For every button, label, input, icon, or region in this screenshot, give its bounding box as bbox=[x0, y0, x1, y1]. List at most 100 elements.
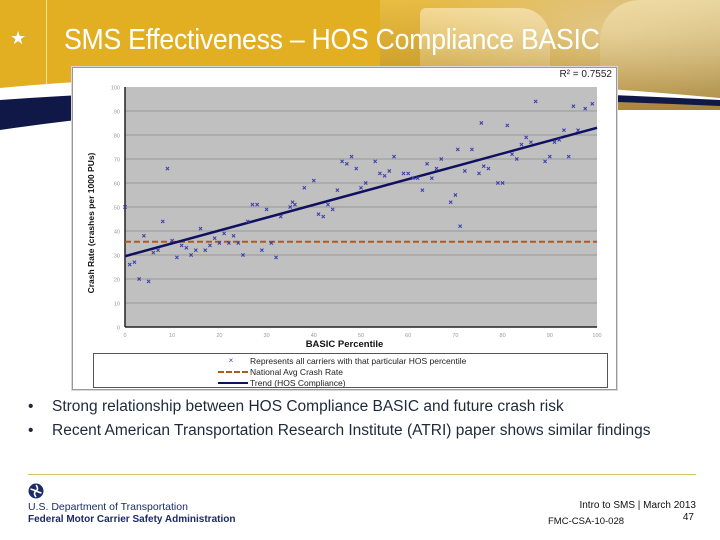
data-point-marker bbox=[543, 159, 548, 164]
y-tick-label: 50 bbox=[114, 206, 120, 212]
data-point-marker bbox=[127, 262, 132, 267]
y-tick-label: 60 bbox=[114, 182, 120, 188]
x-tick-label: 70 bbox=[452, 333, 458, 338]
data-point-marker bbox=[576, 128, 581, 133]
data-point-marker bbox=[382, 173, 387, 178]
data-point-marker bbox=[269, 241, 274, 245]
chart-container: 0 10 20 30 40 50 60 70 80 90 100 0 10 20 30 40 50 60 70 80 9… bbox=[72, 67, 617, 390]
data-point-marker bbox=[321, 214, 326, 219]
x-tick-label: 90 bbox=[547, 333, 553, 338]
data-point-marker bbox=[255, 202, 260, 207]
x-tick-label: 100 bbox=[592, 333, 601, 338]
data-point-marker bbox=[439, 157, 444, 161]
page-number: 47 bbox=[682, 512, 694, 523]
data-point-marker bbox=[123, 205, 127, 209]
data-point-marker bbox=[316, 212, 321, 217]
x-tick-label: 30 bbox=[264, 333, 270, 338]
legend-label: National Avg Crash Rate bbox=[250, 366, 343, 377]
data-point-marker bbox=[453, 193, 458, 197]
data-point-marker bbox=[510, 152, 514, 157]
data-point-marker bbox=[203, 248, 208, 253]
data-point-marker bbox=[479, 121, 484, 125]
x-tick-label: 20 bbox=[216, 333, 222, 338]
data-point-marker bbox=[557, 137, 562, 142]
y-tick-label: 40 bbox=[114, 230, 120, 236]
data-point-marker bbox=[137, 277, 142, 281]
y-tick-label: 10 bbox=[114, 302, 120, 308]
y-tick-label: 20 bbox=[114, 278, 120, 284]
data-point-marker bbox=[241, 253, 245, 257]
data-point-marker bbox=[552, 140, 557, 145]
data-point-marker bbox=[547, 154, 552, 159]
data-point-marker bbox=[340, 159, 345, 164]
data-point-marker bbox=[359, 185, 363, 190]
legend-label: Represents all carriers with that partic… bbox=[250, 355, 467, 366]
data-point-marker bbox=[420, 188, 425, 193]
data-point-marker bbox=[495, 181, 500, 185]
x-tick-label: 0 bbox=[123, 333, 126, 338]
data-point-marker bbox=[330, 207, 335, 212]
data-point-marker bbox=[387, 169, 392, 173]
data-point-marker bbox=[477, 171, 481, 176]
y-tick-label: 70 bbox=[114, 158, 120, 164]
x-axis-label: BASIC Percentile bbox=[305, 339, 384, 350]
data-point-marker bbox=[469, 147, 474, 152]
data-point-marker bbox=[392, 154, 396, 159]
data-point-marker bbox=[146, 279, 151, 284]
footer-divider bbox=[28, 474, 696, 475]
bullet-text: Recent American Transportation Research … bbox=[52, 422, 651, 439]
bullet-text: Strong relationship between HOS Complian… bbox=[52, 398, 564, 415]
data-point-marker bbox=[519, 142, 524, 147]
data-point-marker bbox=[326, 202, 330, 207]
data-point-marker bbox=[524, 135, 529, 140]
data-point-marker bbox=[344, 161, 349, 166]
data-point-marker bbox=[165, 166, 170, 171]
data-point-marker bbox=[373, 159, 378, 164]
data-point-marker bbox=[274, 255, 278, 260]
data-point-marker bbox=[486, 166, 491, 171]
r-squared-label: R² = 0.7552 bbox=[559, 69, 612, 80]
data-point-marker bbox=[425, 161, 430, 166]
y-tick-label: 0 bbox=[117, 326, 120, 332]
data-point-marker bbox=[455, 147, 460, 152]
legend-item-national-avg: National Avg Crash Rate bbox=[214, 366, 343, 377]
y-tick-label: 100 bbox=[111, 86, 120, 92]
data-point-marker bbox=[562, 128, 566, 133]
y-tick-label: 80 bbox=[114, 134, 120, 140]
bullet-item: • Recent American Transportation Researc… bbox=[28, 420, 698, 441]
data-point-marker bbox=[156, 248, 160, 253]
trend-line bbox=[124, 126, 598, 258]
data-point-marker bbox=[590, 101, 595, 106]
data-point-marker bbox=[231, 233, 236, 238]
data-point-marker bbox=[500, 181, 505, 185]
legend-item-carriers: × Represents all carriers with that part… bbox=[214, 355, 467, 366]
data-point-marker bbox=[335, 188, 340, 193]
data-point-marker bbox=[208, 243, 212, 248]
page-title: SMS Effectiveness – HOS Compliance BASIC bbox=[64, 24, 600, 56]
bullet-dot-icon: • bbox=[28, 398, 34, 415]
data-point-marker bbox=[278, 214, 283, 219]
data-point-marker bbox=[259, 248, 264, 253]
data-point-marker bbox=[141, 233, 146, 238]
y-tick-label: 30 bbox=[114, 254, 120, 260]
data-point-marker bbox=[406, 171, 411, 176]
dot-logo-icon bbox=[28, 483, 44, 499]
header-banner: ★ SMS Effectiveness – HOS Compliance BAS… bbox=[0, 0, 720, 110]
bullet-dot-icon: • bbox=[28, 422, 34, 439]
data-point-marker bbox=[245, 219, 250, 224]
bus-image bbox=[600, 0, 720, 100]
data-point-marker bbox=[250, 202, 255, 207]
data-point-marker bbox=[377, 171, 382, 176]
data-point-marker bbox=[288, 205, 293, 209]
solid-line-icon bbox=[214, 377, 248, 388]
data-point-marker bbox=[302, 185, 307, 190]
data-point-marker bbox=[222, 231, 227, 236]
bullet-list: • Strong relationship between HOS Compli… bbox=[28, 396, 698, 441]
scatter-plot: 0 10 20 30 40 50 60 70 80 90 100 0 10 20 30 40 50 60 70 80 9… bbox=[111, 86, 602, 339]
data-point-marker bbox=[226, 241, 231, 245]
data-point-marker bbox=[132, 260, 137, 265]
x-tick-label: 60 bbox=[405, 333, 411, 338]
data-point-marker bbox=[198, 226, 203, 231]
data-point-marker bbox=[217, 241, 222, 245]
x-tick-label: 10 bbox=[169, 333, 175, 338]
